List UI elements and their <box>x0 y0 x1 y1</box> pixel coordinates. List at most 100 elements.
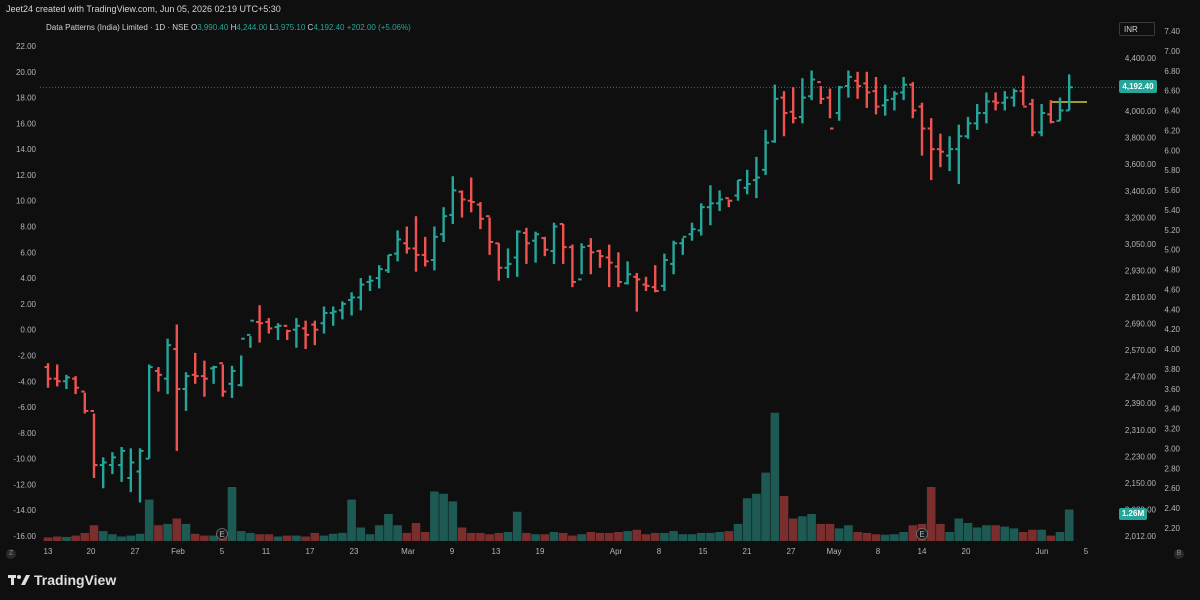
right-axis-tick: 5.20 <box>1164 226 1180 235</box>
left-axis-tick: -12.00 <box>13 480 36 489</box>
volume-bar <box>650 532 660 541</box>
volume-bar <box>255 534 264 541</box>
open-label: O <box>190 23 198 32</box>
price-axis-tick: 3,200.00 <box>1125 213 1157 222</box>
ohlc-bar <box>476 202 484 230</box>
ohlc-bar <box>200 360 208 397</box>
ohlc-bar <box>844 70 852 98</box>
volume-bar <box>494 532 504 541</box>
ohlc-bar <box>863 71 871 108</box>
time-axis-tick: 20 <box>87 547 96 556</box>
volume-bar <box>641 534 651 541</box>
right-axis-tick: 4.60 <box>1164 285 1180 294</box>
ohlc-bar <box>854 71 862 99</box>
price-axis-tick: 2,930.00 <box>1125 266 1157 275</box>
ohlc-bar <box>62 374 70 389</box>
volume-bar <box>715 532 724 541</box>
volume-bar <box>411 523 421 541</box>
ohlc-bar <box>706 185 714 226</box>
time-axis-tick: 5 <box>220 547 225 556</box>
ohlc-bar <box>173 324 181 451</box>
ohlc-bar <box>366 275 374 291</box>
high-value: 4,244.00 <box>236 23 268 32</box>
right-axis-tick: 2.20 <box>1164 524 1180 533</box>
price-axis-tick: 3,050.00 <box>1125 240 1157 249</box>
ohlc-bar <box>982 92 990 124</box>
volume-bar <box>844 525 853 541</box>
volume-bar <box>1009 528 1019 541</box>
ohlc-bar <box>403 226 411 254</box>
volume-bar <box>328 533 338 541</box>
ohlc-bar <box>228 365 236 399</box>
volume-bar <box>430 491 439 541</box>
volume-bar <box>80 532 90 541</box>
volume-bar <box>1028 529 1037 541</box>
ohlc-bar <box>651 265 659 293</box>
right-axis-tick: 4.40 <box>1164 305 1180 314</box>
settings-button[interactable]: B <box>1174 549 1184 559</box>
volume-bar <box>190 533 200 541</box>
ohlc-bar <box>1038 104 1046 137</box>
right-axis-tick: 2.80 <box>1164 464 1180 473</box>
ohlc-bar <box>725 197 733 208</box>
volume-bar <box>963 523 973 541</box>
time-axis-tick: 5 <box>1084 547 1089 556</box>
volume-tag: 1.26M <box>1119 508 1147 520</box>
earnings-marker <box>216 528 228 540</box>
left-axis-tick: -2.00 <box>18 351 37 360</box>
ohlc-bar <box>835 85 843 121</box>
ohlc-bar <box>486 215 494 255</box>
ohlc-bar <box>909 82 917 119</box>
volume-bar <box>733 523 743 541</box>
left-axis-tick: 12.00 <box>16 171 37 180</box>
time-axis-tick: Mar <box>401 547 415 556</box>
tradingview-logo[interactable]: TradingView <box>8 572 116 588</box>
right-axis-tick: 6.60 <box>1164 87 1180 96</box>
last-price-tag: 4,192.40 <box>1119 80 1157 93</box>
left-axis-tick: 14.00 <box>16 145 37 154</box>
ohlc-bar <box>504 248 512 279</box>
volume-bar <box>71 535 80 541</box>
volume-bar <box>558 532 568 541</box>
right-axis-tick: 5.80 <box>1164 166 1180 175</box>
volume-bar <box>632 529 642 541</box>
ohlc-bar <box>256 305 264 343</box>
ohlc-bar <box>817 81 825 105</box>
ohlc-bar <box>265 318 273 334</box>
right-axis-tick: 5.00 <box>1164 246 1180 255</box>
price-axis-tick: 3,400.00 <box>1125 187 1157 196</box>
ohlc-bar <box>734 179 742 201</box>
price-axis-tick: 3,800.00 <box>1125 134 1157 143</box>
volume-bar <box>439 493 448 541</box>
high-label: H <box>230 23 237 32</box>
ohlc-bar <box>1010 88 1018 107</box>
ohlc-bar <box>283 324 291 340</box>
right-axis-tick: 4.20 <box>1164 325 1180 334</box>
right-axis-tick: 5.40 <box>1164 206 1180 215</box>
volume-bar <box>770 412 780 541</box>
ohlc-bar <box>660 253 668 291</box>
volume-bar <box>549 532 559 541</box>
volume-bar <box>991 525 1000 541</box>
ohlc-bar <box>587 238 595 275</box>
volume-bar <box>476 532 485 541</box>
volume-bar <box>512 511 522 541</box>
last-price-line <box>40 86 1115 103</box>
ohlc-bar <box>1019 75 1027 108</box>
currency-button[interactable]: INR <box>1119 22 1155 36</box>
open-value: 3,990.40 <box>197 23 229 32</box>
time-axis-tick: 15 <box>699 547 708 556</box>
ohlc-bar <box>808 70 816 101</box>
time-axis-tick: 8 <box>657 547 662 556</box>
ohlc-bar <box>624 261 632 285</box>
zoom-reset-button[interactable]: Z <box>6 549 16 559</box>
time-axis-tick: Feb <box>171 547 185 556</box>
ohlc-bar <box>72 376 80 395</box>
volume-bar <box>853 532 862 541</box>
volume-bars <box>43 412 1074 541</box>
ohlc-bar <box>210 365 218 384</box>
time-axis-tick: 17 <box>306 547 315 556</box>
time-axis-tick: 23 <box>350 547 359 556</box>
